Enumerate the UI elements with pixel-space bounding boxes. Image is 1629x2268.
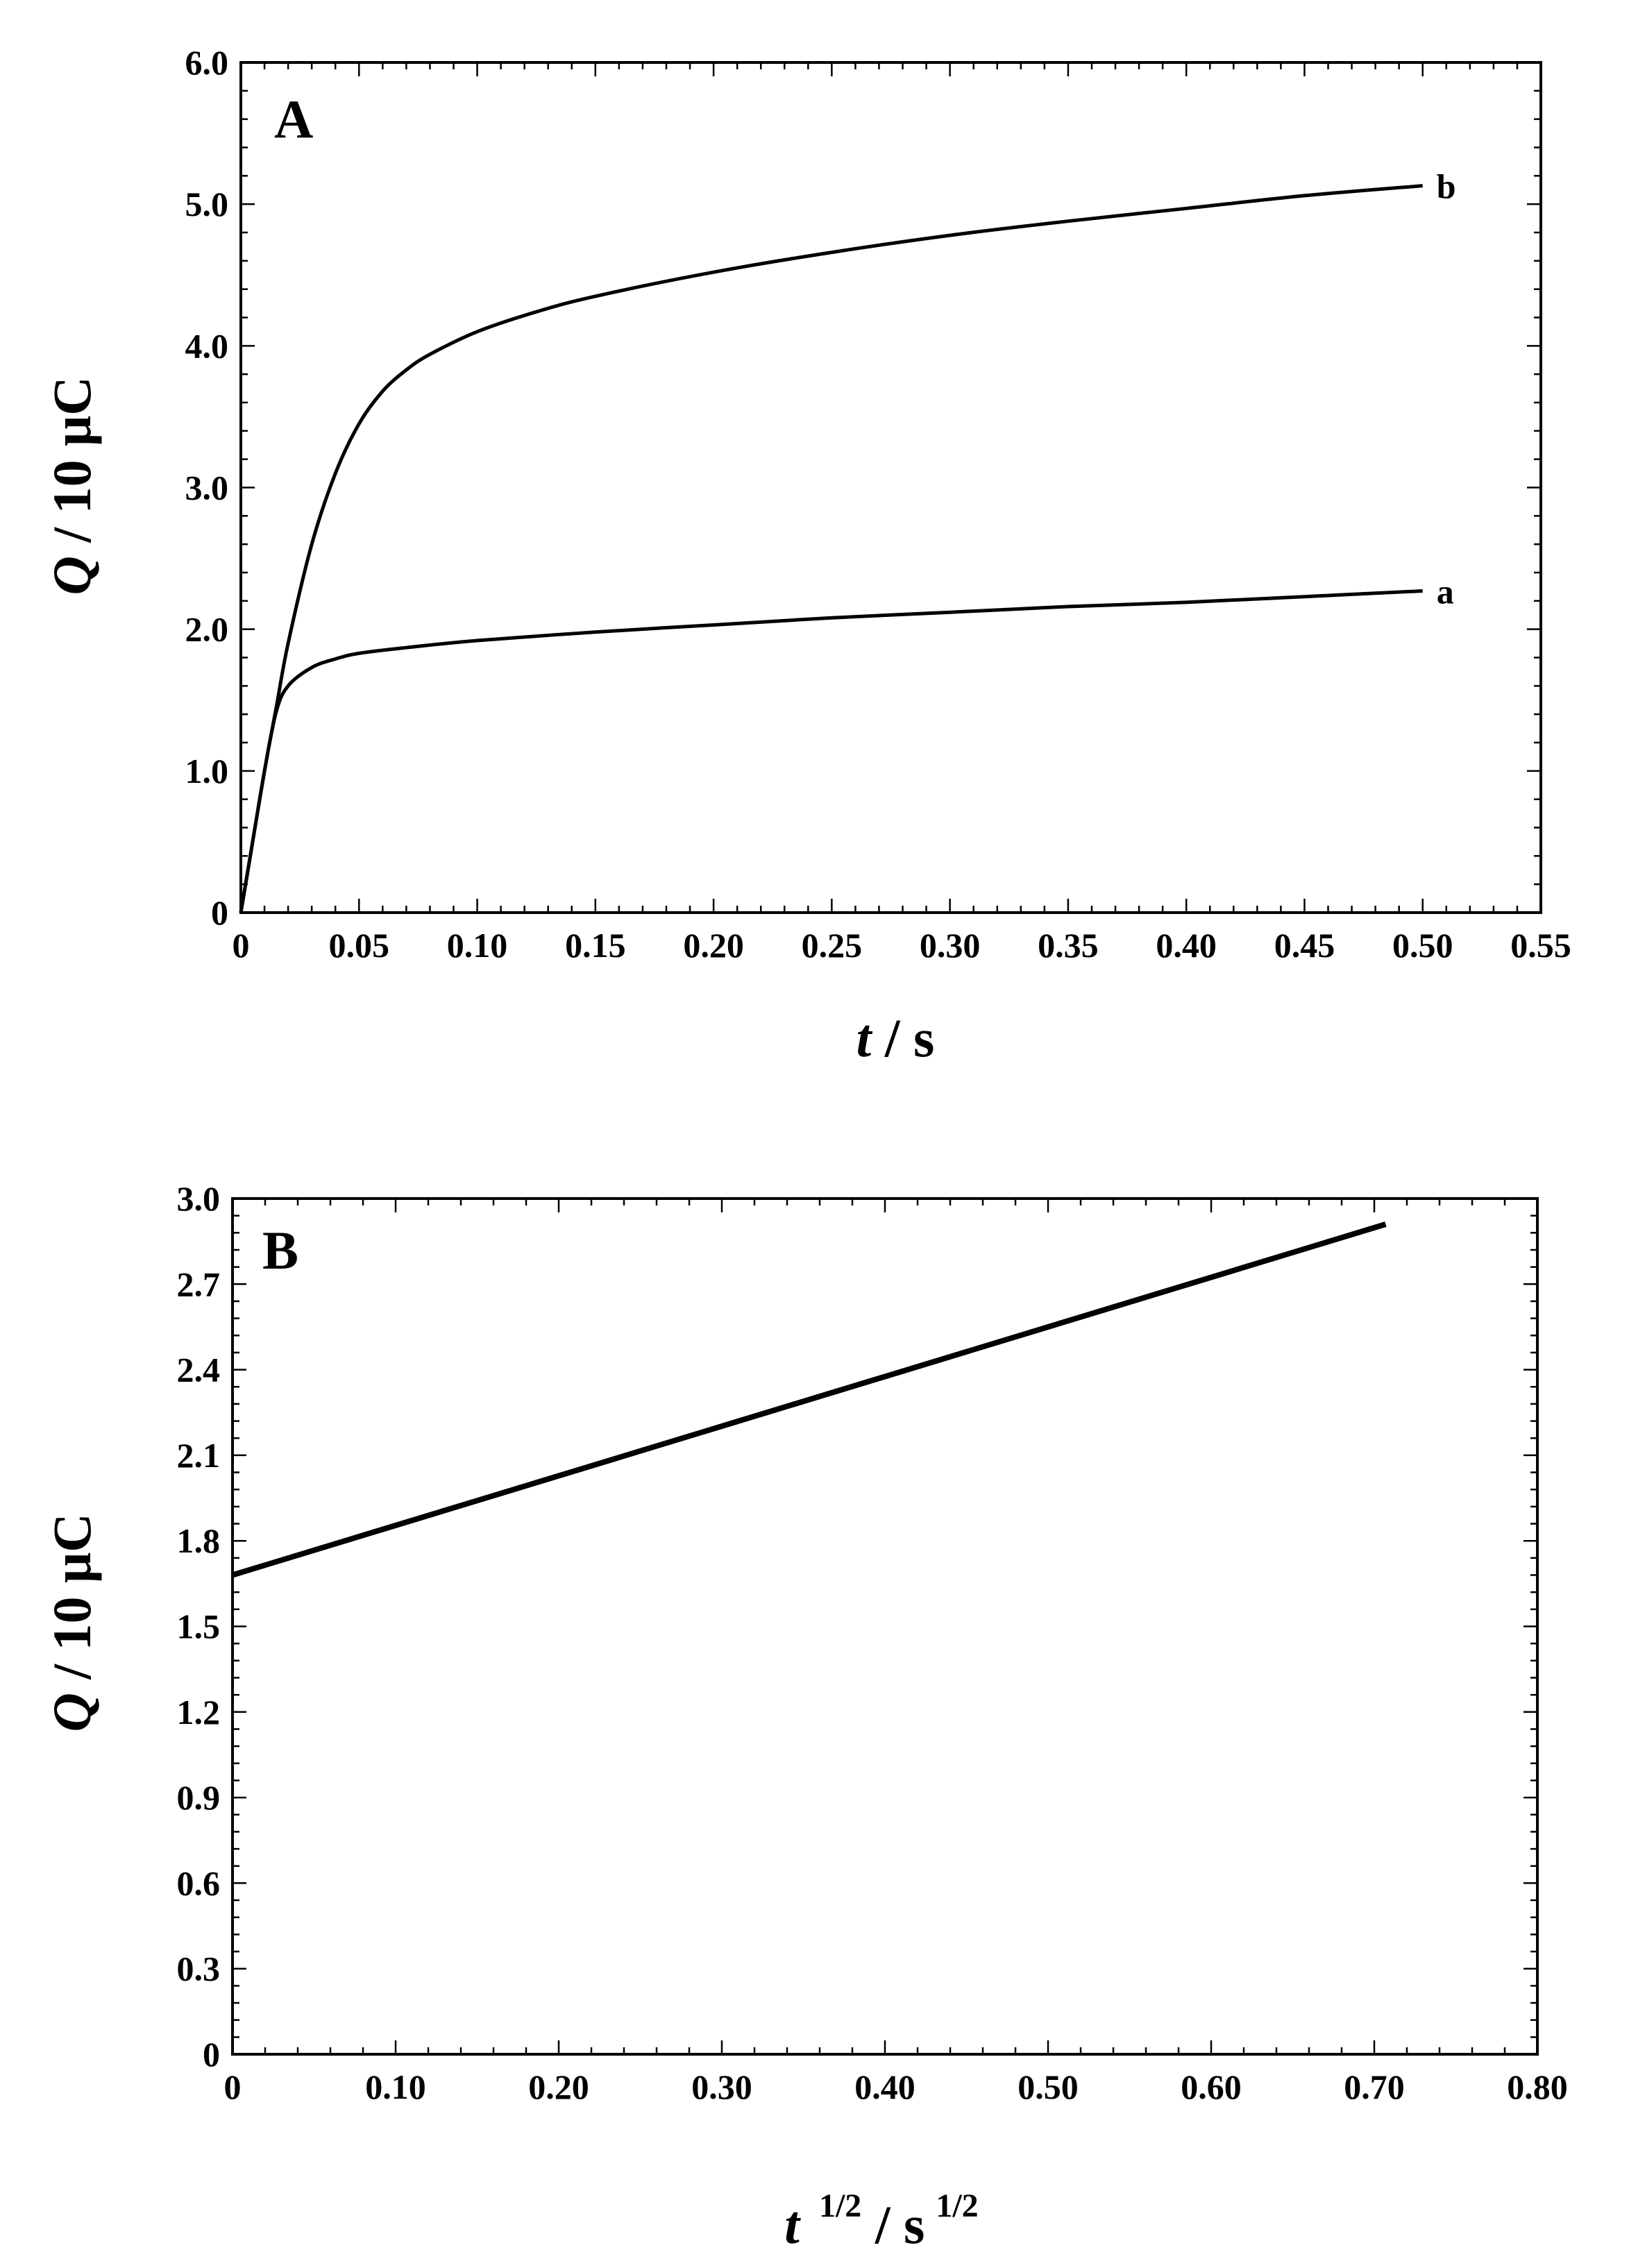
ticks-b xyxy=(231,1197,1539,2056)
y-tick-label: 1.0 xyxy=(185,752,229,790)
x-tick-label: 0.40 xyxy=(854,2067,915,2106)
curves-b xyxy=(231,1221,1387,1578)
y-tick-label: 3.0 xyxy=(177,1179,221,1218)
x-tick-label: 0.70 xyxy=(1344,2067,1405,2106)
panel-label-b: B xyxy=(262,1220,298,1280)
y-tick-label: 1.5 xyxy=(177,1607,221,1646)
x-tick-label: 0.40 xyxy=(1156,926,1217,965)
ticks-a xyxy=(239,61,1542,914)
series-line-1 xyxy=(231,1221,1387,1578)
y-tick-label: 0.6 xyxy=(177,1863,221,1902)
tick-labels-b: 0 0.10 0.20 0.30 0.40 0.50 0.60 0.70 0.80 0 0.3 0.6… xyxy=(177,1179,1568,2106)
tick-labels-a: 0 0.05 0.10 0.15 0.20 0.25 0.30 0.35 0.40 0.45 0.5… xyxy=(185,43,1571,965)
panel-a: 0 0.05 0.10 0.15 0.20 0.25 0.30 0.35 0.40 0.45 0.5… xyxy=(42,43,1571,1068)
plot-frame-a xyxy=(239,61,1542,914)
x-tick-label: 0.15 xyxy=(565,926,626,965)
x-tick-label: 0.10 xyxy=(447,926,508,965)
x-tick-label: 0.20 xyxy=(683,926,744,965)
x-tick-label: 0.35 xyxy=(1038,926,1099,965)
x-tick-label: 0.10 xyxy=(365,2067,426,2106)
plot-frame-b xyxy=(231,1197,1539,2056)
y-tick-label: 0.3 xyxy=(177,1949,221,1988)
y-tick-label: 1.2 xyxy=(177,1693,221,1732)
y-axis-title-b: Q / 10 μC xyxy=(42,1513,102,1732)
x-tick-label: 0.50 xyxy=(1018,2067,1079,2106)
x-axis-title-a: t / s xyxy=(856,1008,935,1068)
y-tick-label: 2.4 xyxy=(177,1351,221,1389)
y-tick-label: 5.0 xyxy=(185,185,229,223)
x-tick-label: 0.60 xyxy=(1181,2067,1242,2106)
series-label-b: b xyxy=(1437,167,1456,206)
y-tick-label: 4.0 xyxy=(185,326,229,365)
y-tick-label: 0.9 xyxy=(177,1778,221,1817)
x-tick-label: 0.20 xyxy=(528,2067,589,2106)
y-tick-label: 2.1 xyxy=(177,1436,221,1475)
y-tick-label: 0 xyxy=(203,2035,220,2074)
y-tick-label: 3.0 xyxy=(185,468,229,507)
y-tick-label: 1.8 xyxy=(177,1521,221,1560)
x-tick-label: 0.55 xyxy=(1510,926,1571,965)
y-tick-label: 6.0 xyxy=(185,43,229,82)
x-tick-label: 0.45 xyxy=(1274,926,1335,965)
x-tick-label: 0.25 xyxy=(802,926,863,965)
x-tick-label: 0.80 xyxy=(1507,2067,1568,2106)
x-tick-label: 0 xyxy=(224,2067,242,2106)
y-tick-label: 2.0 xyxy=(185,610,229,649)
curves-a: ab xyxy=(239,167,1456,913)
panel-label-a: A xyxy=(274,89,313,149)
panel-b: 0 0.10 0.20 0.30 0.40 0.50 0.60 0.70 0.80 0 0.3 0.6… xyxy=(42,1179,1568,2255)
x-tick-label: 0.30 xyxy=(691,2067,752,2106)
y-axis-title-a: Q / 10 μC xyxy=(42,376,102,595)
x-tick-label: 0.50 xyxy=(1392,926,1453,965)
series-line-b xyxy=(239,184,1423,913)
x-axis-title-b: t 1/2 / s 1/2 xyxy=(784,2187,978,2255)
series-line-a xyxy=(239,589,1423,913)
x-tick-label: 0.05 xyxy=(329,926,390,965)
x-tick-label: 0 xyxy=(233,926,250,965)
y-tick-label: 0 xyxy=(211,893,228,932)
y-tick-label: 2.7 xyxy=(177,1264,221,1303)
series-label-a: a xyxy=(1437,573,1454,611)
x-tick-label: 0.30 xyxy=(920,926,981,965)
